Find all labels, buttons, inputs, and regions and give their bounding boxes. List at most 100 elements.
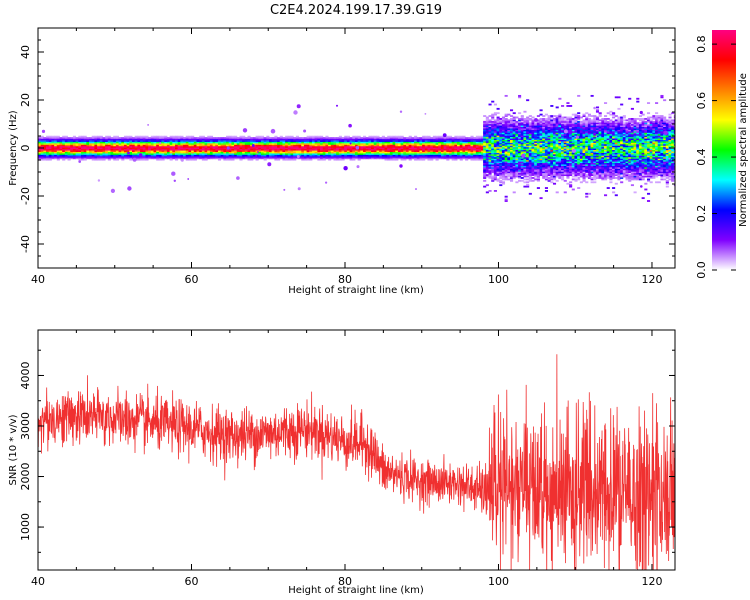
spectral-cell bbox=[507, 132, 511, 135]
spectral-cell bbox=[552, 129, 557, 132]
spectral-cell bbox=[526, 119, 530, 122]
spectral-cell bbox=[595, 141, 600, 143]
spectral-cell bbox=[406, 144, 410, 147]
spectral-cell bbox=[107, 142, 111, 145]
spectral-cell bbox=[552, 156, 557, 159]
spectral-cell bbox=[555, 156, 559, 159]
spectral-cell bbox=[193, 141, 197, 144]
spectral-cell bbox=[373, 154, 377, 157]
spectral-cell bbox=[478, 144, 482, 147]
spectral-cell bbox=[212, 138, 216, 141]
spectral-cell bbox=[577, 149, 581, 152]
spectral-cell bbox=[250, 151, 254, 154]
spectral-cell bbox=[368, 140, 372, 142]
spectral-cell bbox=[491, 161, 495, 164]
spectral-cell bbox=[509, 115, 514, 117]
spectral-cell bbox=[579, 133, 583, 136]
spectral-cell bbox=[606, 159, 610, 162]
spectral-cell bbox=[518, 139, 522, 142]
spectral-cell bbox=[526, 145, 530, 148]
spectral-cell bbox=[293, 142, 297, 145]
spectral-cell bbox=[579, 141, 583, 143]
spectral-cell bbox=[451, 148, 455, 151]
spectral-cell bbox=[617, 172, 621, 175]
spectral-cell bbox=[156, 153, 160, 155]
spectral-cell bbox=[612, 112, 616, 115]
spectral-cell bbox=[552, 133, 557, 136]
spectral-cell bbox=[419, 144, 423, 147]
spectral-cell bbox=[110, 144, 114, 147]
spectral-cell bbox=[614, 162, 618, 165]
spectral-cell bbox=[349, 153, 353, 155]
spectral-cell bbox=[360, 137, 364, 140]
spectral-cell bbox=[558, 168, 562, 171]
spectral-cell bbox=[443, 151, 447, 154]
spectral-cell bbox=[496, 139, 500, 142]
spectral-cell bbox=[234, 145, 238, 148]
spectral-cell bbox=[432, 142, 436, 145]
spectral-cell bbox=[534, 123, 538, 126]
spectral-cell bbox=[422, 145, 426, 148]
spectral-cell bbox=[606, 166, 610, 169]
spectral-cell bbox=[105, 148, 109, 151]
spectral-cell bbox=[419, 141, 423, 144]
spectral-cell bbox=[544, 126, 548, 129]
spectral-cell bbox=[424, 150, 428, 152]
spectral-cell bbox=[59, 144, 63, 147]
spectral-cell bbox=[236, 151, 240, 154]
spectral-cell bbox=[207, 142, 211, 145]
spectral-cell bbox=[617, 178, 621, 181]
spectral-cell bbox=[83, 148, 87, 151]
spectral-cell bbox=[620, 136, 624, 139]
spectral-cell bbox=[488, 151, 492, 153]
spectral-cell bbox=[518, 135, 522, 138]
spectral-cell bbox=[509, 171, 514, 174]
spectral-cell bbox=[298, 142, 302, 145]
spectral-cell bbox=[333, 141, 337, 144]
spectral-cell bbox=[231, 142, 235, 145]
spectral-cell bbox=[585, 171, 589, 174]
spectral-cell bbox=[158, 140, 162, 142]
spectral-cell bbox=[80, 153, 85, 155]
spectral-cell bbox=[231, 144, 235, 147]
spectral-cell bbox=[59, 142, 63, 145]
spectral-cell bbox=[384, 147, 388, 150]
spectral-cell bbox=[204, 138, 208, 141]
spectral-cell bbox=[488, 138, 492, 140]
spectral-cell bbox=[582, 152, 586, 155]
spectral-cell bbox=[137, 142, 141, 145]
spectral-cell bbox=[595, 133, 600, 136]
spectral-cell bbox=[544, 138, 548, 140]
spectral-cell bbox=[499, 159, 503, 162]
spectral-cell bbox=[566, 172, 570, 175]
spectral-cell bbox=[531, 136, 535, 139]
spectral-cell bbox=[185, 157, 189, 160]
spectral-cell bbox=[614, 164, 618, 166]
spectral-cell bbox=[142, 145, 146, 148]
spectral-cell bbox=[290, 157, 294, 160]
spectral-cell bbox=[118, 154, 122, 157]
spectral-cell bbox=[577, 143, 581, 146]
spectral-cell bbox=[303, 142, 308, 145]
spectral-cell bbox=[470, 151, 474, 154]
spectral-cell bbox=[528, 175, 532, 178]
spectral-cell bbox=[561, 169, 565, 172]
spectral-cell bbox=[547, 129, 551, 132]
spectral-cell bbox=[555, 116, 559, 119]
spectral-cell bbox=[582, 175, 586, 178]
spectral-cell bbox=[488, 165, 492, 168]
spectral-cell bbox=[542, 149, 546, 152]
spectral-cell bbox=[585, 155, 589, 158]
spectral-cell bbox=[462, 141, 466, 144]
spectral-cell bbox=[424, 153, 428, 155]
spectral-cell bbox=[446, 151, 450, 154]
spectral-cell bbox=[346, 147, 350, 150]
spectral-cell bbox=[523, 171, 527, 174]
spectral-cell bbox=[204, 153, 208, 155]
spectral-cell bbox=[78, 145, 82, 148]
spectral-cell bbox=[207, 148, 211, 151]
spectral-cell bbox=[536, 139, 540, 142]
spectral-cell bbox=[174, 153, 179, 155]
spectral-cell bbox=[406, 137, 410, 140]
spectral-cell bbox=[255, 150, 259, 152]
